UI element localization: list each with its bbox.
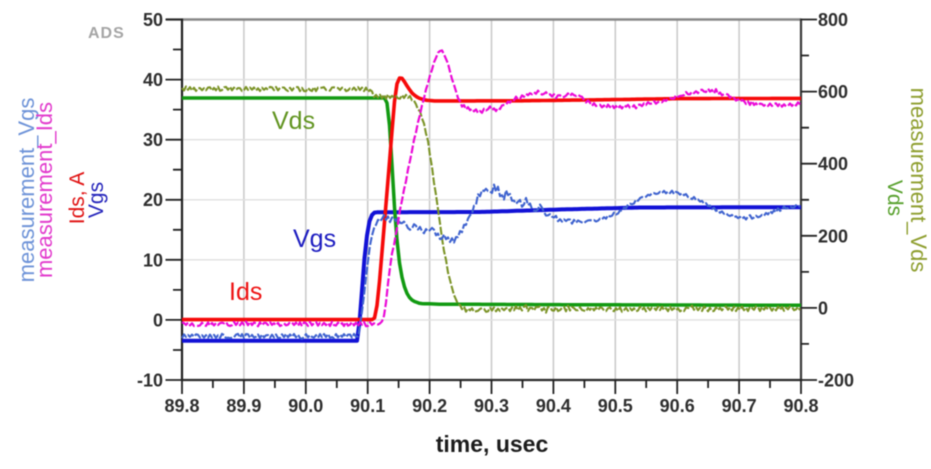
svg-text:Vds: Vds [272,107,315,135]
svg-text:90.3: 90.3 [474,396,509,416]
svg-text:50: 50 [143,10,163,30]
svg-text:89.8: 89.8 [164,396,199,416]
svg-text:20: 20 [143,190,163,210]
svg-text:0: 0 [153,310,163,330]
svg-text:Vgs: Vgs [85,182,108,218]
svg-text:Vgs: Vgs [293,225,336,253]
svg-text:0: 0 [818,298,828,318]
svg-text:400: 400 [818,154,848,174]
svg-text:-200: -200 [818,371,854,391]
svg-text:90.4: 90.4 [536,396,571,416]
svg-text:200: 200 [818,226,848,246]
svg-text:measurement_Vds: measurement_Vds [906,88,931,273]
svg-text:10: 10 [143,250,163,270]
svg-text:90.5: 90.5 [598,396,633,416]
svg-text:800: 800 [818,10,848,30]
svg-text:90.8: 90.8 [783,396,818,416]
svg-text:30: 30 [143,130,163,150]
svg-text:90.2: 90.2 [412,396,447,416]
svg-text:90.1: 90.1 [350,396,385,416]
svg-text:90.0: 90.0 [288,396,323,416]
svg-text:measurement_Vgs: measurement_Vgs [14,98,39,283]
svg-text:90.6: 90.6 [660,396,695,416]
svg-text:600: 600 [818,82,848,102]
svg-text:time, usec: time, usec [436,431,549,457]
svg-text:89.9: 89.9 [226,396,261,416]
svg-text:ADS: ADS [88,25,125,42]
svg-text:Vds: Vds [883,180,906,216]
svg-text:Ids: Ids [229,278,262,306]
svg-text:40: 40 [143,70,163,90]
svg-text:measurement_Ids: measurement_Ids [32,102,57,278]
svg-text:Ids, A: Ids, A [66,172,89,225]
svg-text:-10: -10 [137,371,163,391]
svg-text:90.7: 90.7 [722,396,757,416]
